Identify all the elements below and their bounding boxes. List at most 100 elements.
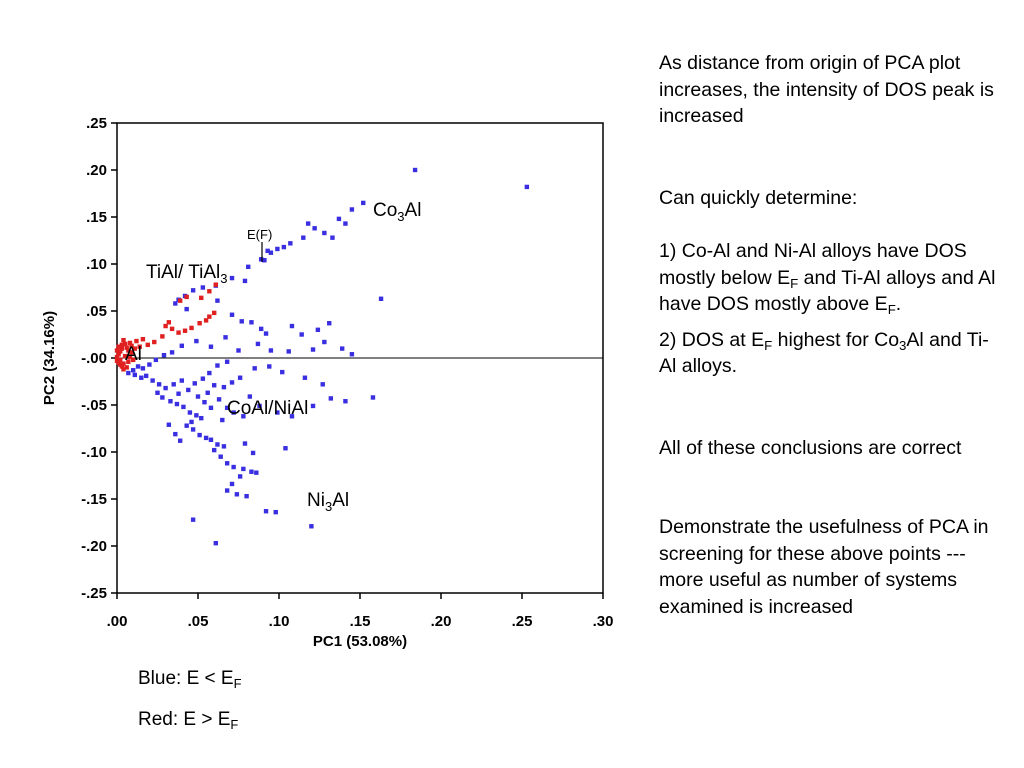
blue-point: [262, 258, 267, 263]
legend-blue: Blue: E < EF: [138, 668, 242, 691]
blue-point: [207, 370, 212, 376]
blue-point: [205, 390, 210, 395]
red-point: [207, 289, 212, 294]
red-point: [127, 340, 133, 346]
blue-point: [200, 376, 206, 381]
blue-point: [244, 493, 249, 499]
blue-point: [220, 417, 225, 423]
blue-point: [224, 461, 230, 466]
blue-point: [168, 399, 173, 404]
y-tick-label: -.00: [81, 350, 107, 367]
x-tick-label: .25: [512, 613, 533, 630]
blue-point: [190, 427, 196, 432]
blue-point: [194, 338, 199, 344]
red-point: [207, 314, 212, 319]
blue-point: [184, 423, 189, 428]
blue-point: [224, 488, 230, 493]
blue-point: [339, 346, 345, 351]
red-point: [119, 364, 125, 369]
blue-point: [216, 397, 222, 402]
blue-point: [231, 410, 236, 415]
x-tick-label: .15: [350, 613, 371, 630]
red-point: [189, 325, 194, 331]
blue-point: [215, 363, 220, 368]
blue-point: [246, 264, 251, 270]
blue-point: [194, 413, 199, 418]
red-point: [116, 352, 121, 357]
red-point: [213, 282, 219, 287]
red-point: [166, 320, 172, 325]
x-tick-label: .10: [269, 613, 290, 630]
red-point: [145, 342, 150, 348]
axis-ticks: .00 .05 .10 .15 .20 .25 .30 .25 .20 .15 .10 .05 -.00…: [81, 115, 613, 630]
blue-point: [192, 381, 197, 386]
blue-point: [305, 221, 311, 226]
red-point: [132, 346, 138, 351]
blue-point: [184, 306, 189, 312]
blue-point: [236, 348, 241, 353]
blue-point: [187, 410, 193, 415]
blue-point: [328, 396, 334, 401]
blue-point: [161, 352, 167, 358]
blue-point: [322, 230, 327, 236]
red-point: [119, 342, 125, 348]
blue-point: [280, 369, 285, 375]
x-tick-label: .30: [593, 613, 614, 630]
blue-point: [156, 382, 162, 387]
red-point: [124, 365, 129, 370]
blue-point: [177, 438, 183, 443]
blue-point: [208, 437, 214, 442]
red-point: [131, 357, 136, 363]
blue-point: [153, 357, 159, 363]
red-point: [122, 341, 128, 347]
data-points: [114, 167, 530, 546]
blue-point: [263, 509, 269, 514]
blue-point: [343, 221, 348, 226]
blue-point: [310, 403, 316, 409]
red-point: [118, 349, 123, 354]
blue-point: [231, 464, 236, 470]
red-point: [114, 354, 120, 360]
red-point: [152, 339, 157, 345]
blue-point: [275, 410, 280, 415]
blue-point: [195, 394, 201, 399]
blue-point: [239, 319, 244, 324]
blue-point: [181, 404, 186, 410]
y-tick-label: .20: [86, 162, 107, 179]
blue-point: [176, 391, 181, 396]
y-tick-label: -.05: [81, 397, 107, 414]
blue-point: [208, 405, 214, 411]
blue-point: [312, 226, 317, 231]
blue-point: [309, 524, 314, 529]
blue-point: [197, 432, 202, 438]
y-tick-label: -.25: [81, 585, 107, 602]
x-axis-title: PC1 (53.08%): [313, 633, 407, 650]
x-tick-label: .05: [188, 613, 209, 630]
blue-point: [268, 348, 274, 353]
blue-point: [302, 375, 308, 380]
blue-point: [349, 352, 355, 357]
label-al: Al: [125, 344, 142, 365]
blue-point: [349, 207, 355, 212]
red-point: [129, 343, 134, 348]
blue-point: [200, 285, 206, 290]
label-co3al: Co3Al: [373, 200, 421, 224]
red-point: [177, 298, 183, 303]
paragraph-conclusions: All of these conclusions are correct: [659, 436, 962, 459]
ef-marker-label: E(F): [247, 227, 272, 242]
x-tick-label: .20: [431, 613, 452, 630]
red-point: [129, 350, 134, 355]
blue-point: [378, 296, 384, 301]
red-point: [126, 359, 131, 364]
red-point: [121, 337, 126, 343]
blue-point: [263, 331, 269, 336]
blue-point: [212, 383, 217, 388]
red-point: [122, 353, 128, 359]
blue-point: [336, 216, 342, 222]
blue-point: [150, 378, 155, 383]
red-point: [119, 346, 125, 351]
blue-point: [229, 380, 235, 385]
blue-point: [208, 344, 214, 349]
blue-point: [186, 387, 191, 393]
blue-point: [218, 454, 223, 459]
